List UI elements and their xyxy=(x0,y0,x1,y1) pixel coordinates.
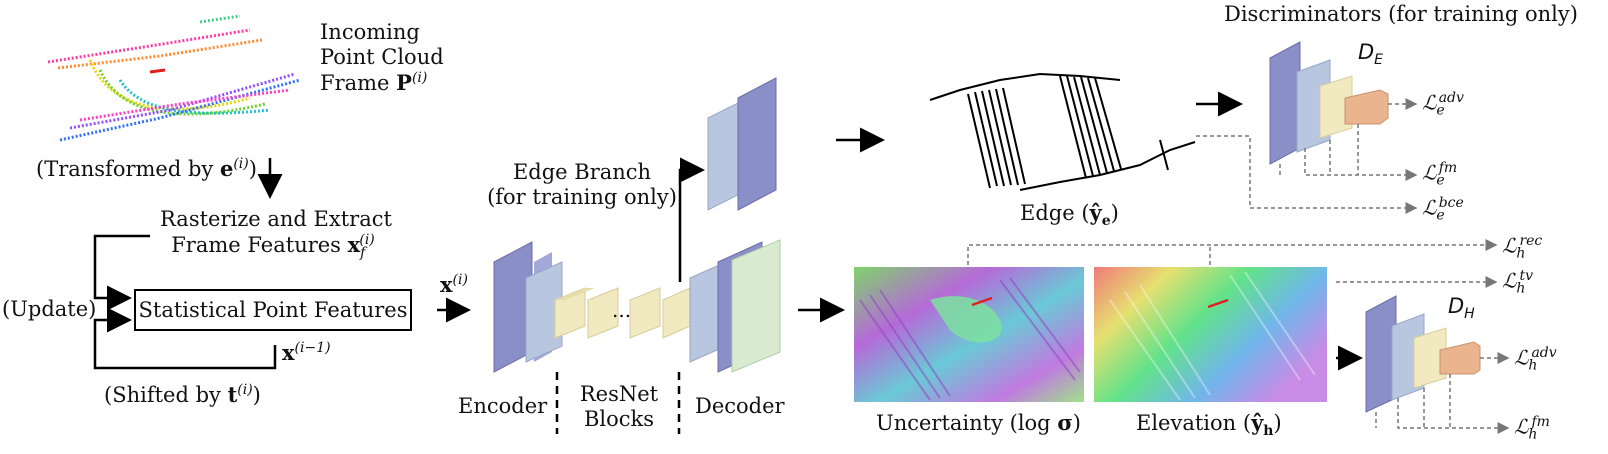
discriminator-h-label: DH xyxy=(1448,294,1475,323)
loss-e-adv: ℒeadv xyxy=(1422,90,1464,119)
discriminator-h-blocks xyxy=(1365,295,1481,413)
input-features-label: x(i) xyxy=(440,272,468,297)
encoder-label: Encoder xyxy=(458,394,548,418)
loss-e-fm: ℒefm xyxy=(1422,160,1458,189)
loss-h-adv: ℒhadv xyxy=(1514,345,1557,374)
edge-output-label: Edge (ŷe) xyxy=(1020,200,1119,230)
point-cloud-image xyxy=(47,14,301,142)
decoder-blocks xyxy=(689,239,781,373)
loss-h-fm: ℒhfm xyxy=(1514,414,1550,443)
resnet-label: ResNet Blocks xyxy=(579,382,659,432)
edge-image xyxy=(929,72,1196,191)
incoming-label: Incoming Point Cloud Frame P(i) xyxy=(320,20,444,96)
uncertainty-image xyxy=(854,267,1084,402)
elevation-image xyxy=(1094,267,1327,402)
update-label: (Update) xyxy=(2,297,97,321)
transformed-label: (Transformed by e(i)) xyxy=(36,156,257,181)
loss-h-rec: ℒhrec xyxy=(1502,233,1543,262)
decoder-label: Decoder xyxy=(695,394,785,418)
statistical-point-features-box: Statistical Point Features xyxy=(134,289,412,331)
previous-features-label: x(i−1) xyxy=(282,340,331,365)
rasterize-label: Rasterize and Extract Frame Features xf(… xyxy=(160,207,392,262)
shifted-label: (Shifted by t(i)) xyxy=(104,382,261,407)
discriminator-e-label: DE xyxy=(1358,40,1384,69)
resnet-dots: ... xyxy=(612,298,632,322)
elevation-label: Elevation (ŷh) xyxy=(1136,410,1282,440)
discriminators-title: Discriminators (for training only) xyxy=(1224,2,1578,26)
encoder-blocks xyxy=(493,241,563,373)
discriminator-e-blocks xyxy=(1269,41,1389,165)
statistical-point-features-label: Statistical Point Features xyxy=(138,298,408,322)
loss-e-bce: ℒebce xyxy=(1422,195,1464,224)
uncertainty-label: Uncertainty (log σ) xyxy=(876,410,1081,435)
resnet-blocks xyxy=(554,287,691,339)
loss-h-tv: ℒhtv xyxy=(1502,268,1533,297)
edge-branch-label: Edge Branch (for training only) xyxy=(487,160,677,210)
edge-branch-blocks xyxy=(707,77,777,211)
